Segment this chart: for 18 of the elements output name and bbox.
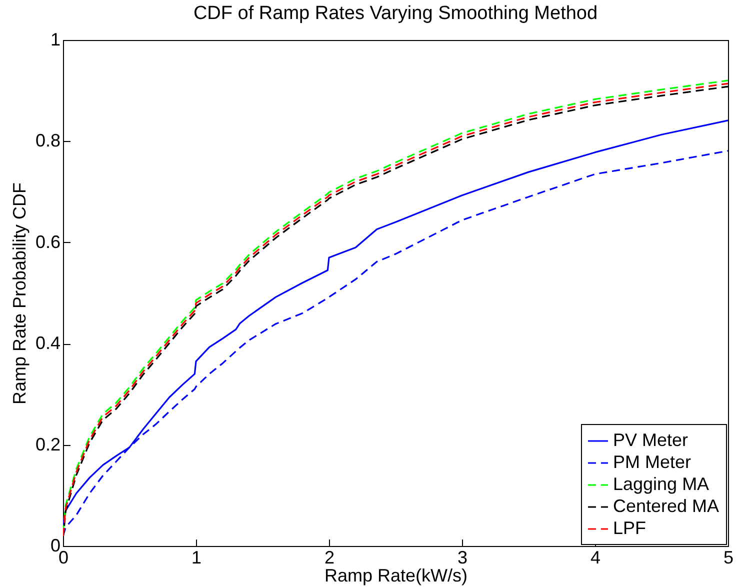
x-tick-label: 1 <box>191 548 202 568</box>
legend-label: Centered MA <box>613 496 720 516</box>
x-axis-title: Ramp Rate(kW/s) <box>324 566 468 586</box>
x-tick-label: 5 <box>723 548 734 568</box>
y-axis-title: Ramp Rate Probability CDF <box>9 182 30 405</box>
chart-title: CDF of Ramp Rates Varying Smoothing Method <box>193 3 598 24</box>
x-tick-label: 3 <box>457 548 468 568</box>
legend-label: LPF <box>613 518 646 538</box>
x-tick-label: 4 <box>590 548 601 568</box>
x-tick-label: 2 <box>324 548 335 568</box>
y-tick-label: 0.4 <box>35 333 60 354</box>
legend-label: PV Meter <box>613 430 688 450</box>
y-tick-label: 0.6 <box>35 232 60 252</box>
legend-label: PM Meter <box>613 452 692 472</box>
legend-label: Lagging MA <box>613 474 710 494</box>
y-tick-label: 0.2 <box>35 434 60 454</box>
y-tick-label: 0.8 <box>35 130 60 151</box>
y-tick-label: 1 <box>50 30 60 50</box>
